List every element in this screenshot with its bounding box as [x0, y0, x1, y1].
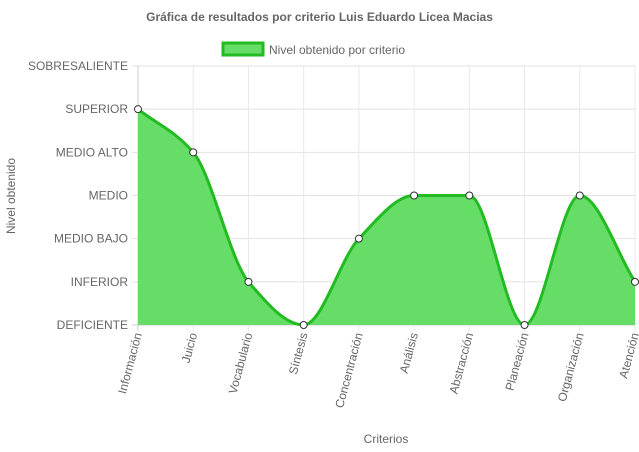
data-point[interactable]: [575, 191, 584, 200]
data-point[interactable]: [299, 321, 308, 329]
legend[interactable]: Nivel obtenido por criterio: [221, 41, 405, 57]
y-axis-title: Nivel obtenido: [4, 158, 18, 234]
y-tick-label: INFERIOR: [71, 275, 129, 289]
y-axis-ticks: DEFICIENTE INFERIOR MEDIO BAJO MEDIO MEDIO A…: [28, 59, 128, 332]
x-tick-label: Concentración: [332, 331, 366, 409]
x-tick-label: Juicio: [179, 331, 201, 365]
x-tick-label: Síntesis: [286, 331, 311, 376]
y-tick-label: SUPERIOR: [65, 102, 128, 116]
data-point[interactable]: [410, 191, 419, 200]
y-tick-label: MEDIO BAJO: [54, 232, 128, 246]
legend-label: Nivel obtenido por criterio: [269, 43, 405, 57]
y-tick-label: MEDIO: [89, 189, 128, 203]
x-tick-label: Organización: [555, 331, 587, 403]
data-point[interactable]: [465, 191, 474, 200]
x-axis-title: Criterios: [364, 432, 409, 446]
data-point[interactable]: [520, 321, 529, 329]
series-layer: [134, 105, 639, 329]
legend-swatch: [221, 41, 265, 57]
y-tick-label: DEFICIENTE: [57, 318, 128, 332]
data-point[interactable]: [354, 234, 363, 243]
data-point[interactable]: [189, 148, 198, 157]
x-tick-label: Atención: [616, 331, 639, 380]
y-tick-label: MEDIO ALTO: [56, 145, 128, 159]
x-axis-ticks: Información Juicio Vocabulario Síntesis Conc…: [115, 331, 639, 410]
series-line: [137, 107, 637, 327]
x-tick-label: Abstracción: [446, 331, 476, 395]
x-tick-label: Planeación: [503, 331, 532, 392]
x-tick-label: Información: [115, 331, 145, 395]
x-tick-label: Análisis: [397, 331, 421, 375]
y-tick-label: SOBRESALIENTE: [28, 59, 128, 73]
series-area: [138, 109, 635, 326]
x-tick-label: Vocabulario: [226, 331, 256, 396]
data-point[interactable]: [631, 277, 639, 286]
data-point[interactable]: [244, 277, 253, 286]
data-point[interactable]: [134, 105, 142, 114]
chart-title: Gráfica de resultados por criterio Luis …: [146, 10, 493, 24]
